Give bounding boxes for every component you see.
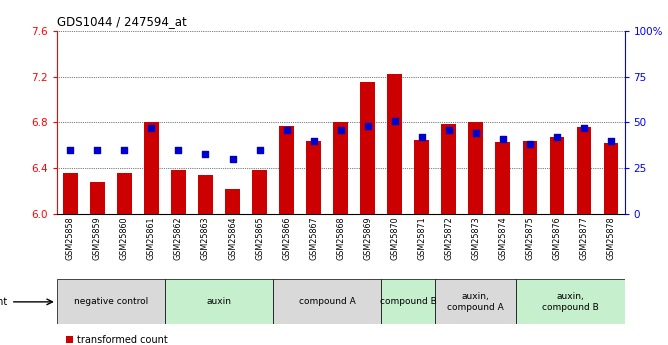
Bar <box>144 122 159 214</box>
Bar <box>550 137 564 214</box>
Point <box>498 136 508 142</box>
Point <box>335 127 346 132</box>
Bar <box>516 279 625 324</box>
Point <box>444 127 454 132</box>
Point <box>470 131 481 136</box>
Text: GDS1044 / 247594_at: GDS1044 / 247594_at <box>57 14 186 28</box>
Bar <box>522 141 537 214</box>
Text: agent: agent <box>0 297 8 307</box>
Bar <box>604 143 619 214</box>
Bar <box>273 279 381 324</box>
Point <box>524 142 535 147</box>
Bar <box>171 170 186 214</box>
Bar <box>279 126 294 214</box>
Bar <box>468 122 484 214</box>
Text: auxin,
compound B: auxin, compound B <box>542 292 599 312</box>
Point <box>309 138 319 144</box>
Point <box>173 147 184 153</box>
Point <box>552 134 562 140</box>
Text: auxin: auxin <box>206 297 232 306</box>
Bar <box>252 170 267 214</box>
Bar <box>117 173 132 214</box>
Point <box>92 147 103 153</box>
Point <box>255 147 265 153</box>
Text: negative control: negative control <box>73 297 148 306</box>
Point <box>146 125 157 131</box>
Bar <box>333 122 348 214</box>
Point <box>119 147 130 153</box>
Point <box>227 156 238 162</box>
Point <box>606 138 617 144</box>
Point <box>389 118 400 124</box>
Bar <box>63 173 77 214</box>
Bar <box>496 142 510 214</box>
Bar <box>57 279 165 324</box>
Bar <box>225 189 240 214</box>
Bar <box>198 175 213 214</box>
Bar <box>436 279 516 324</box>
Bar <box>576 127 591 214</box>
Bar <box>387 75 402 214</box>
Bar <box>90 182 105 214</box>
Point <box>578 125 589 131</box>
Bar <box>414 140 430 214</box>
Point <box>416 134 427 140</box>
Bar <box>381 279 436 324</box>
Bar <box>360 82 375 214</box>
Point <box>65 147 75 153</box>
Point <box>200 151 211 156</box>
Point <box>281 127 292 132</box>
Bar <box>165 279 273 324</box>
Bar <box>306 141 321 214</box>
Legend: transformed count, percentile rank within the sample: transformed count, percentile rank withi… <box>61 331 246 345</box>
Text: compound A: compound A <box>299 297 355 306</box>
Bar <box>442 124 456 214</box>
Text: auxin,
compound A: auxin, compound A <box>448 292 504 312</box>
Text: compound B: compound B <box>380 297 437 306</box>
Point <box>362 124 373 129</box>
